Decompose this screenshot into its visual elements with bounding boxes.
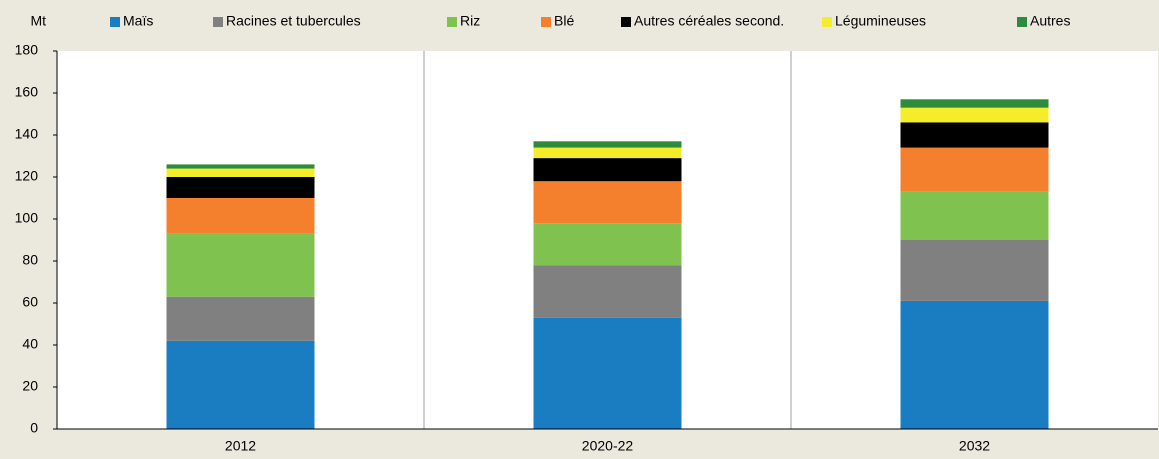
bar-segment	[166, 198, 315, 234]
y-tick-label: 60	[22, 294, 38, 310]
bar-segment	[166, 177, 315, 198]
y-tick-label: 0	[30, 420, 38, 436]
bar-segment	[533, 147, 682, 159]
bar-segment	[900, 240, 1049, 301]
bar-segment	[166, 233, 315, 297]
bar-segment	[533, 141, 682, 148]
legend-label: Autres céréales second.	[634, 13, 784, 29]
legend-swatch	[1017, 17, 1027, 27]
legend-swatch	[213, 17, 223, 27]
x-tick-label: 2020-22	[582, 438, 634, 454]
bar-segment	[166, 164, 315, 169]
bar-segment	[900, 147, 1049, 192]
y-tick-label: 160	[15, 84, 39, 100]
y-tick-label: 20	[22, 378, 38, 394]
y-axis-label: Mt	[30, 13, 46, 29]
bar-segment	[900, 99, 1049, 108]
legend-swatch	[110, 17, 120, 27]
x-tick-label: 2032	[959, 438, 990, 454]
bar-segment	[533, 181, 682, 224]
y-tick-label: 80	[22, 252, 38, 268]
legend-label: Riz	[460, 13, 480, 29]
bar-segment	[900, 122, 1049, 148]
bar-segment	[166, 296, 315, 341]
y-tick-label: 180	[15, 42, 39, 58]
bar-segment	[533, 223, 682, 266]
legend-label: Légumineuses	[835, 13, 926, 29]
bar-segment	[533, 317, 682, 429]
bar-segment	[166, 168, 315, 177]
bar-segment	[900, 191, 1049, 240]
legend-label: Autres	[1030, 13, 1070, 29]
legend-swatch	[541, 17, 551, 27]
legend-label: Blé	[554, 13, 574, 29]
y-tick-label: 100	[15, 210, 39, 226]
legend-label: Maïs	[123, 13, 153, 29]
bar-segment	[900, 300, 1049, 429]
legend-label: Racines et tubercules	[226, 13, 361, 29]
y-tick-label: 40	[22, 336, 38, 352]
y-tick-label: 120	[15, 168, 39, 184]
bar-segment	[166, 340, 315, 429]
legend-swatch	[447, 17, 457, 27]
legend-swatch	[822, 17, 832, 27]
legend-swatch	[621, 17, 631, 27]
y-tick-label: 140	[15, 126, 39, 142]
bar-segment	[900, 107, 1049, 123]
bar-segment	[533, 265, 682, 318]
bar-segment	[533, 158, 682, 182]
x-tick-label: 2012	[225, 438, 256, 454]
